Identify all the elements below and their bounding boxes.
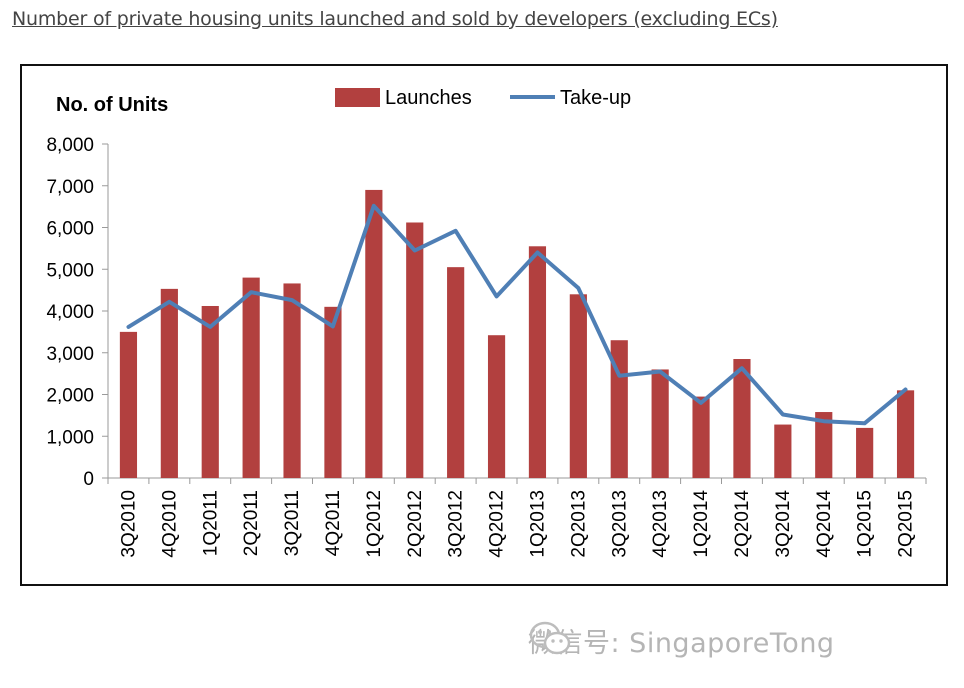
bar-launches-4Q2014	[815, 412, 833, 478]
bar-launches-3Q2012	[447, 267, 465, 478]
bar-launches-4Q2010	[160, 288, 178, 478]
chart-frame: No. of Units Launches Take-up 0 1,000 2,00…	[20, 64, 948, 586]
y-tick-label: 4,000	[46, 302, 94, 323]
y-tick-label: 7,000	[46, 177, 94, 198]
legend-label-take-up: Take-up	[560, 87, 631, 109]
x-tick-label: 4Q2014	[814, 490, 835, 558]
x-tick-label: 2Q2011	[241, 490, 262, 556]
x-tick-label: 1Q2015	[855, 490, 876, 558]
wechat-icon	[529, 621, 571, 655]
bar-launches-2Q2013	[569, 294, 587, 478]
x-tick-label: 4Q2010	[159, 490, 180, 558]
bar-launches-4Q2011	[324, 306, 342, 478]
chart-svg: No. of Units Launches Take-up 0 1,000 2,00…	[46, 87, 927, 558]
x-tick-label: 3Q2013	[609, 490, 630, 558]
legend-label-launches: Launches	[385, 87, 472, 109]
bar-launches-1Q2011	[201, 305, 219, 478]
bar-launches-4Q2013	[651, 369, 669, 478]
bar-launches-1Q2013	[528, 246, 547, 478]
y-axis-title: No. of Units	[56, 94, 168, 116]
bar-launches-3Q2011	[283, 283, 301, 478]
bar-launches-3Q2010	[119, 331, 138, 478]
x-tick-label: 2Q2012	[405, 490, 426, 558]
y-tick-label: 5,000	[46, 260, 94, 281]
bar-launches-2Q2015	[896, 390, 915, 478]
x-tick-label: 2Q2015	[896, 490, 917, 558]
bar-launches-1Q2015	[856, 427, 874, 478]
x-tick-label: 3Q2011	[282, 490, 303, 556]
x-tick-label: 1Q2011	[200, 490, 221, 556]
x-tick-label: 4Q2012	[487, 490, 508, 558]
x-tick-label: 1Q2012	[364, 490, 385, 558]
bar-launches-3Q2014	[774, 424, 792, 478]
bar-launches-4Q2012	[487, 335, 506, 478]
axes: 0 1,000 2,000 3,000 4,000 5,000 6,000 7,000 8,00…	[46, 135, 927, 558]
chart-caption[interactable]: Number of private housing units launched…	[12, 8, 778, 30]
legend: Launches Take-up	[335, 87, 631, 109]
bar-launches-2Q2012	[406, 222, 424, 478]
x-tick-label: 3Q2012	[446, 490, 467, 558]
bar-launches-2Q2011	[242, 277, 260, 478]
watermark-text: 微信号: SingaporeTong	[528, 627, 835, 659]
x-tick-label: 4Q2011	[323, 490, 344, 556]
bar-launches-1Q2014	[692, 396, 710, 478]
x-tick-label: 2Q2013	[568, 490, 589, 558]
bar-launches-2Q2014	[733, 359, 751, 478]
watermark: 微信号: SingaporeTong	[528, 618, 835, 662]
line-take-up	[126, 203, 908, 426]
y-tick-label: 3,000	[46, 344, 94, 365]
legend-swatch-launches	[335, 88, 380, 107]
bars-launches	[119, 189, 915, 479]
x-tick-label: 2Q2014	[732, 490, 753, 558]
bar-launches-1Q2012	[365, 189, 383, 479]
take-up-line	[126, 203, 908, 426]
x-tick-label: 4Q2013	[650, 490, 671, 558]
x-tick-label: 1Q2014	[691, 490, 712, 558]
x-tick-label: 3Q2014	[773, 490, 794, 558]
x-tick-label: 3Q2010	[118, 490, 139, 558]
y-tick-label: 0	[83, 469, 94, 490]
y-tick-label: 8,000	[46, 135, 94, 156]
y-tick-label: 6,000	[46, 219, 94, 240]
y-tick-label: 2,000	[46, 386, 94, 407]
y-tick-label: 1,000	[46, 427, 94, 448]
x-tick-label: 1Q2013	[527, 490, 548, 558]
